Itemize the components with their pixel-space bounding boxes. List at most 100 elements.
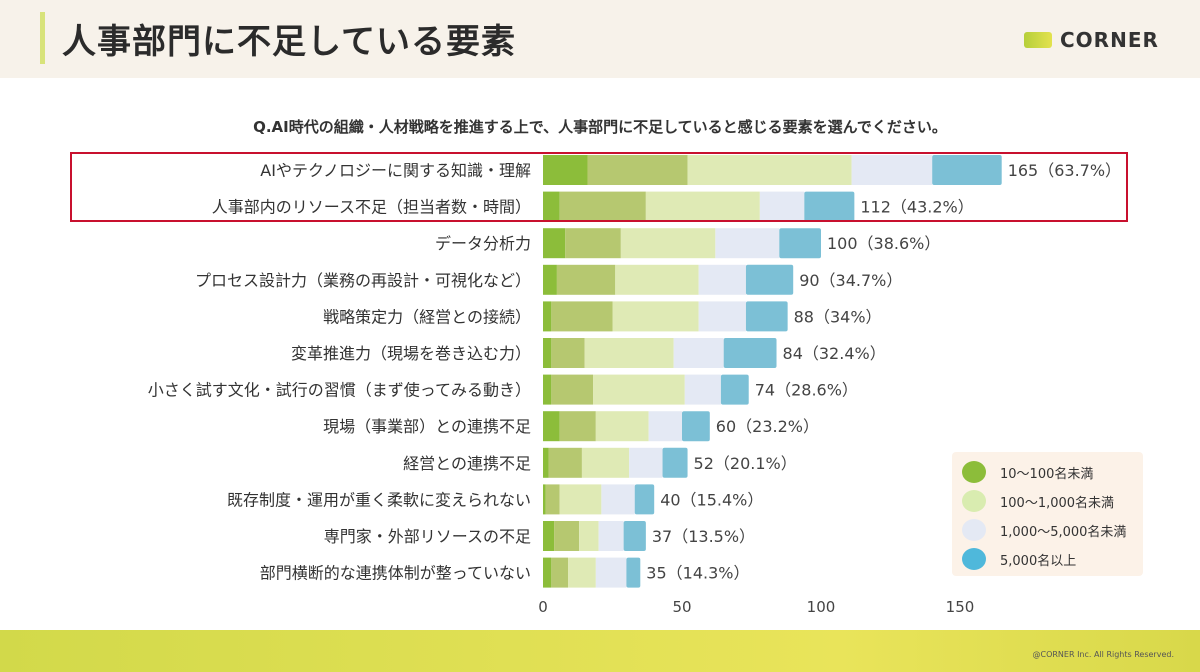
legend-swatch-icon bbox=[962, 548, 986, 570]
bar-segment bbox=[545, 484, 560, 515]
bar-segment bbox=[715, 228, 780, 259]
category-label: 部門横断的な連携体制が整っていない bbox=[260, 564, 531, 583]
category-label: データ分析力 bbox=[435, 234, 531, 253]
bar-segment bbox=[662, 447, 688, 478]
bar-segment bbox=[543, 338, 552, 368]
category-label: 戦略策定力（経営との接続） bbox=[323, 307, 531, 326]
bar-segment bbox=[648, 411, 682, 442]
data-label: 165（63.7%） bbox=[1008, 161, 1121, 180]
bar-segment bbox=[551, 301, 613, 332]
legend-swatch-icon bbox=[962, 519, 986, 541]
bar-segment bbox=[584, 338, 674, 368]
bar-segment bbox=[745, 264, 794, 295]
highlight-box bbox=[70, 152, 1128, 222]
data-label: 35（14.3%） bbox=[646, 564, 749, 583]
bar-segment bbox=[745, 301, 788, 332]
bar-segment bbox=[687, 155, 852, 185]
legend-label: 1,000〜5,000名未満 bbox=[1000, 524, 1127, 540]
bar-segment bbox=[698, 264, 746, 295]
legend-item: 5,000名以上 bbox=[962, 548, 1076, 570]
bar-segment bbox=[579, 521, 599, 551]
chart-title: Q.AI時代の組織・人材戦略を推進する上で、人事部門に不足していると感じる要素を… bbox=[253, 118, 947, 136]
category-label: 人事部内のリソース不足（担当者数・時間） bbox=[212, 198, 531, 217]
category-label: プロセス設計力（業務の再設計・可視化など） bbox=[195, 271, 531, 290]
bar-segment bbox=[551, 338, 585, 368]
bar-segment bbox=[551, 557, 569, 588]
bar-segment bbox=[543, 411, 560, 442]
bar-segment bbox=[698, 301, 746, 332]
category-label: 小さく試す文化・試行の習慣（まず使ってみる動き） bbox=[148, 381, 531, 400]
bar-segment bbox=[598, 521, 624, 551]
bar-segment bbox=[623, 521, 646, 551]
copyright: @CORNER Inc. All Rights Reserved. bbox=[1032, 650, 1174, 659]
bar-segment bbox=[645, 191, 760, 222]
bar-segment bbox=[543, 191, 560, 222]
bar-segment bbox=[629, 447, 663, 478]
legend-label: 100〜1,000名未満 bbox=[1000, 495, 1115, 511]
logo-mark-icon bbox=[1024, 32, 1052, 48]
bar-segment bbox=[682, 411, 710, 442]
bar-segment bbox=[543, 264, 557, 295]
data-label: 40（15.4%） bbox=[660, 490, 763, 509]
bar-segment bbox=[543, 484, 546, 515]
bar-segment bbox=[559, 484, 602, 515]
bar-segment bbox=[620, 228, 716, 259]
legend-item: 1,000〜5,000名未満 bbox=[962, 519, 1126, 541]
legend-label: 5,000名以上 bbox=[1000, 553, 1077, 569]
category-label: 現場（事業部）との連携不足 bbox=[323, 417, 531, 436]
bar-segment bbox=[565, 228, 621, 259]
data-label: 88（34%） bbox=[794, 307, 882, 326]
bar-segment bbox=[595, 557, 627, 588]
bar-segment bbox=[779, 228, 821, 259]
bar-segment bbox=[595, 411, 649, 442]
legend-swatch-icon bbox=[962, 461, 986, 483]
x-tick-label: 150 bbox=[946, 598, 975, 616]
data-label: 74（28.6%） bbox=[755, 381, 858, 400]
title-accent-bar bbox=[40, 12, 45, 64]
bar-segment bbox=[543, 447, 549, 478]
bar-segment bbox=[568, 557, 596, 588]
bar-segment bbox=[543, 301, 552, 332]
data-label: 37（13.5%） bbox=[652, 527, 755, 546]
footer: @CORNER Inc. All Rights Reserved. bbox=[0, 630, 1200, 672]
category-label: 専門家・外部リソースの不足 bbox=[324, 527, 531, 546]
bar-segment bbox=[548, 447, 582, 478]
bar-segment bbox=[581, 447, 630, 478]
bar-segment bbox=[720, 374, 749, 405]
bar-segment bbox=[615, 264, 699, 295]
bar-segment bbox=[851, 155, 933, 185]
bar-segment bbox=[559, 411, 596, 442]
logo-text: CORNER bbox=[1060, 28, 1159, 52]
x-tick-label: 100 bbox=[807, 598, 836, 616]
x-tick-label: 0 bbox=[538, 598, 548, 616]
x-tick-label: 50 bbox=[672, 598, 691, 616]
bar-segment bbox=[543, 557, 552, 588]
legend-label: 10〜100名未満 bbox=[1000, 466, 1094, 482]
bar-segment bbox=[593, 374, 685, 405]
bar-segment bbox=[587, 155, 688, 185]
data-label: 112（43.2%） bbox=[860, 198, 973, 217]
page-title: 人事部門に不足している要素 bbox=[62, 22, 516, 62]
bar-segment bbox=[543, 374, 552, 405]
category-label: 経営との連携不足 bbox=[403, 454, 531, 473]
header: 人事部門に不足している要素 CORNER bbox=[0, 0, 1200, 78]
bar-segment bbox=[634, 484, 655, 515]
category-label: AIやテクノロジーに関する知識・理解 bbox=[260, 161, 531, 180]
bar-segment bbox=[932, 155, 1002, 185]
category-label: 変革推進力（現場を巻き込む力） bbox=[291, 344, 531, 363]
bar-segment bbox=[612, 301, 699, 332]
data-label: 84（32.4%） bbox=[783, 344, 886, 363]
data-label: 52（20.1%） bbox=[694, 454, 797, 473]
bar-segment bbox=[551, 374, 594, 405]
data-label: 90（34.7%） bbox=[799, 271, 902, 290]
bar-segment bbox=[684, 374, 721, 405]
bar-segment bbox=[543, 155, 588, 185]
bar-segment bbox=[543, 228, 566, 259]
bar-segment bbox=[554, 521, 580, 551]
bar-segment bbox=[804, 191, 855, 222]
bar-segment bbox=[759, 191, 805, 222]
bar-segment bbox=[723, 338, 777, 368]
category-label: 既存制度・運用が重く柔軟に変えられない bbox=[227, 490, 531, 509]
bar-segment bbox=[556, 264, 616, 295]
